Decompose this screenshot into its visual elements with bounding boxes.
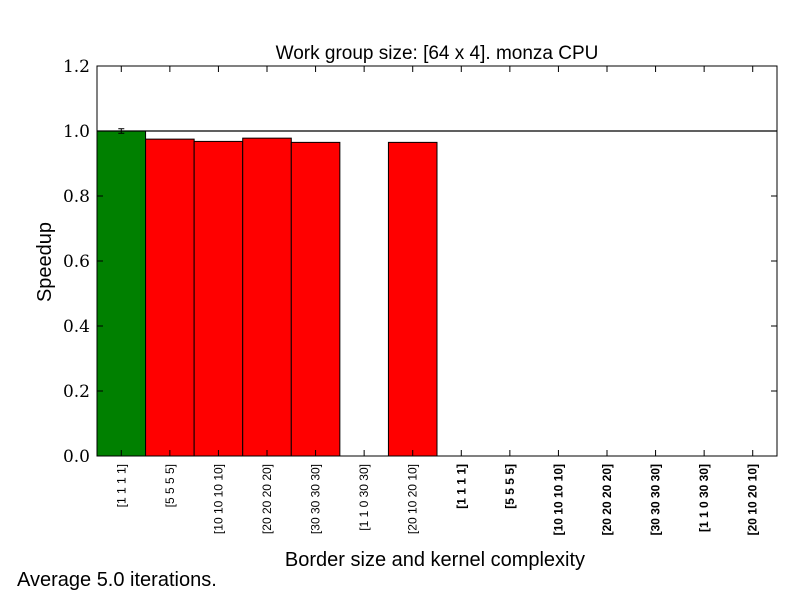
ytick-label-0: 0.0: [63, 447, 90, 467]
bar-0: [96, 130, 147, 457]
chart-title: Work group size: [64 x 4]. monza CPU: [276, 43, 599, 64]
xtick-label-3: [20 20 20 20]: [260, 464, 274, 534]
y-axis-ticks: 0.0 0.2 0.4 0.6 0.8 1.0 1.2: [63, 57, 777, 467]
xtick-label-12: [1 1 0 30 30]: [697, 464, 711, 532]
xtick-label-2: [10 10 10 10]: [211, 464, 225, 534]
y-axis-label: Speedup: [34, 222, 56, 302]
ytick-label-6: 1.2: [63, 57, 90, 77]
xtick-label-4: [30 30 30 30]: [309, 464, 323, 534]
footnote: Average 5.0 iterations.: [17, 569, 217, 591]
bar-1: [145, 138, 195, 457]
bar-2: [193, 140, 244, 457]
bar-4: [290, 141, 341, 457]
xtick-label-10: [20 20 20 20]: [600, 464, 614, 535]
xtick-label-6: [20 10 20 10]: [406, 464, 420, 534]
bars-group: [96, 128, 438, 457]
ytick-label-5: 1.0: [63, 122, 90, 142]
xtick-label-1: [5 5 5 5]: [163, 464, 177, 507]
xtick-label-5: [1 1 0 30 30]: [357, 464, 371, 531]
x-axis-label: Border size and kernel complexity: [285, 549, 585, 571]
ytick-label-4: 0.8: [63, 187, 90, 207]
ytick-label-2: 0.4: [63, 317, 90, 337]
bar-3: [242, 137, 292, 457]
xtick-label-11: [30 30 30 30]: [649, 464, 663, 535]
xtick-label-0: [1 1 1 1]: [114, 464, 128, 507]
xtick-label-13: [20 10 20 10]: [746, 464, 760, 535]
xtick-label-8: [5 5 5 5]: [503, 464, 517, 509]
bar-6: [387, 141, 438, 457]
xtick-label-9: [10 10 10 10]: [551, 464, 565, 535]
xtick-label-7: [1 1 1 1]: [454, 464, 468, 509]
x-axis-ticks: [1 1 1 1] [5 5 5 5] [10 10 10 10] [20 20 20…: [114, 66, 760, 535]
ytick-label-3: 0.6: [63, 252, 90, 272]
ytick-label-1: 0.2: [63, 382, 90, 402]
